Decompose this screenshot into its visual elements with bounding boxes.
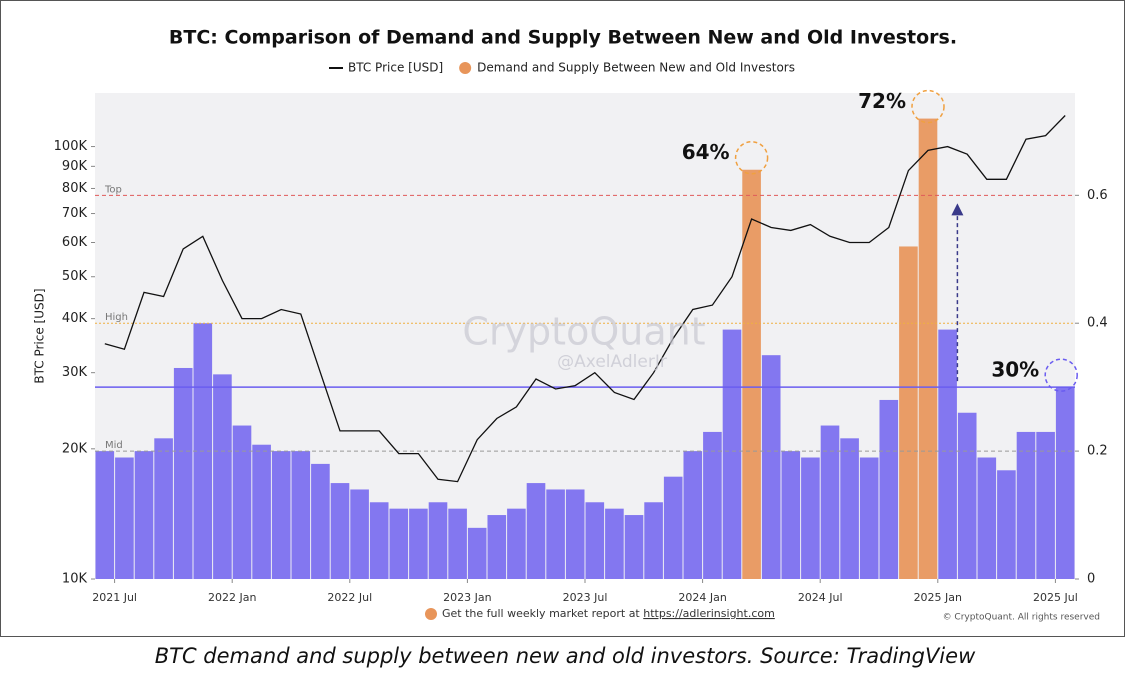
bar: [761, 355, 781, 579]
bar: [703, 431, 722, 579]
y2-tick-label: 0.6: [1087, 188, 1108, 203]
bar: [507, 508, 526, 579]
y-tick-label: 30K: [62, 365, 88, 380]
price-line: [104, 115, 1066, 483]
bar: [997, 470, 1016, 579]
bar: [448, 508, 467, 579]
bar: [154, 438, 173, 579]
bar: [565, 489, 585, 579]
footer-icon: [425, 608, 437, 620]
bar: [311, 463, 330, 579]
y2-tick-label: 0.2: [1087, 444, 1108, 459]
annotation-circle: [911, 89, 945, 124]
footer-text: Get the full weekly market report at: [442, 607, 640, 620]
footer-link[interactable]: https://adlerinsight.com: [643, 607, 775, 620]
bar: [840, 438, 859, 579]
bar: [879, 399, 899, 579]
y-tick-label: 70K: [62, 206, 88, 221]
bar: [213, 374, 232, 579]
reference-label: Top: [104, 184, 122, 195]
bar: [389, 508, 409, 579]
reference-label: Mid: [105, 440, 123, 451]
legend-label: BTC Price [USD]: [348, 61, 443, 75]
bar: [252, 444, 271, 579]
y-tick-label: 90K: [62, 159, 88, 174]
bar: [350, 489, 369, 579]
x-tick-label: 2024 Jan: [678, 591, 726, 604]
bar: [722, 329, 742, 579]
bar: [369, 502, 389, 579]
bar: [95, 451, 115, 579]
bar: [173, 367, 193, 579]
watermark-sub: @AxelAdlerJr: [557, 352, 667, 372]
bar: [781, 451, 801, 579]
y-tick-label: 100K: [54, 139, 88, 154]
bar: [1016, 431, 1036, 579]
bar: [330, 483, 350, 579]
y-tick-label: 10K: [62, 572, 88, 587]
y-axis-label: BTC Price [USD]: [33, 288, 47, 383]
reference-label: High: [105, 312, 128, 323]
x-tick-label: 2025 Jul: [1033, 591, 1078, 604]
bar: [605, 508, 624, 579]
bar: [487, 515, 507, 579]
bar: [859, 457, 879, 579]
bar: [428, 502, 448, 579]
watermark: CryptoQuant: [462, 310, 705, 354]
bar: [134, 451, 154, 579]
bar: [232, 425, 252, 579]
x-tick-label: 2022 Jan: [208, 591, 256, 604]
bar: [957, 412, 977, 579]
caption: BTC demand and supply between new and ol…: [155, 644, 976, 668]
bar: [271, 451, 291, 579]
annotation-label: 30%: [991, 358, 1039, 382]
legend: BTC Price [USD] Demand and Supply Between…: [329, 61, 795, 75]
bar: [977, 457, 997, 579]
x-tick-label: 2025 Jan: [914, 591, 962, 604]
copyright: © CryptoQuant. All rights reserved: [943, 613, 1100, 623]
bar: [467, 527, 487, 579]
x-tick-label: 2023 Jan: [443, 591, 491, 604]
y-tick-label: 20K: [62, 441, 88, 456]
x-tick-label: 2023 Jul: [563, 591, 608, 604]
y2-tick-label: 0.4: [1087, 316, 1108, 331]
annotation-circle: [734, 140, 769, 175]
bar: [683, 451, 703, 579]
y-tick-label: 50K: [62, 269, 88, 284]
annotation-label: 72%: [858, 89, 906, 113]
legend-swatch: [459, 62, 472, 74]
bar: [899, 246, 918, 579]
y-tick-label: 60K: [62, 235, 88, 250]
bar: [624, 515, 644, 579]
bar: [742, 169, 761, 579]
x-tick-label: 2021 Jul: [92, 591, 137, 604]
bar: [546, 489, 565, 579]
y-tick-label: 40K: [62, 311, 88, 326]
bar: [663, 476, 683, 579]
bar: [801, 457, 820, 579]
footer: Get the full weekly market report at htt…: [442, 607, 775, 620]
y2-tick-label: 0: [1087, 572, 1095, 587]
annotation-circle: [1044, 358, 1078, 392]
bar: [820, 425, 840, 579]
x-tick-label: 2024 Jul: [798, 591, 843, 604]
bar: [409, 508, 428, 579]
bar: [585, 502, 605, 579]
bar: [1055, 387, 1075, 579]
x-tick-label: 2022 Jul: [327, 591, 372, 604]
chart-title: BTC: Comparison of Demand and Supply Bet…: [169, 27, 957, 49]
annotation-label: 64%: [682, 140, 730, 164]
bar: [115, 457, 134, 579]
bar: [938, 329, 957, 579]
bar: [526, 483, 546, 579]
bar: [1036, 431, 1055, 579]
legend-label: Demand and Supply Between New and Old In…: [477, 61, 795, 75]
bar: [918, 118, 938, 579]
y-tick-label: 80K: [62, 181, 88, 196]
bar: [644, 502, 663, 579]
bar: [291, 451, 311, 579]
